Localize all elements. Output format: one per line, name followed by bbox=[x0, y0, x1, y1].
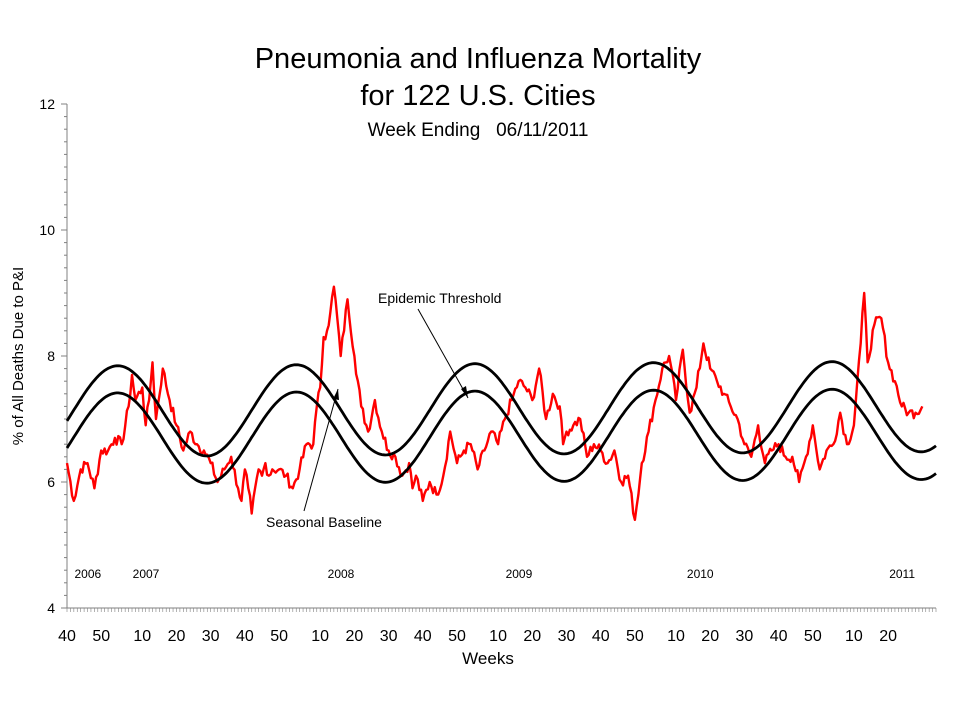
series-seasonal-baseline-line bbox=[65, 387, 937, 485]
annotation-seasonal-baseline-arrow bbox=[303, 388, 339, 512]
x-axis-label: Weeks bbox=[462, 649, 514, 668]
x-tick-label: 50 bbox=[92, 628, 110, 645]
x-tick-label: 10 bbox=[489, 628, 507, 645]
annotation-epidemic-threshold-arrow bbox=[417, 308, 469, 399]
y-tick-label: 4 bbox=[47, 600, 55, 616]
year-label: 2011 bbox=[889, 567, 915, 581]
x-tick-label: 50 bbox=[626, 628, 644, 645]
x-tick-label: 20 bbox=[701, 628, 719, 645]
x-tick-label: 20 bbox=[879, 628, 897, 645]
x-tick-label: 30 bbox=[558, 628, 576, 645]
x-tick-label: 10 bbox=[845, 628, 863, 645]
x-tick-label: 30 bbox=[202, 628, 220, 645]
chart-subtitle: Week Ending 06/11/2011 bbox=[368, 120, 589, 141]
x-tick-label: 40 bbox=[414, 628, 432, 645]
year-label: 2008 bbox=[328, 567, 355, 581]
x-tick-label: 20 bbox=[523, 628, 541, 645]
x-tick-label: 40 bbox=[770, 628, 788, 645]
x-axis: 40 50 10 20 30 40 50 10 20 30 40 50 10 20 30 40 50 10 20 30… bbox=[58, 607, 937, 645]
annotations: Epidemic Threshold Seasonal Baseline bbox=[266, 290, 501, 530]
y-tick-label: 10 bbox=[39, 222, 55, 238]
year-label: 2006 bbox=[74, 567, 101, 581]
x-tick-label: 20 bbox=[168, 628, 186, 645]
x-tick-label: 40 bbox=[58, 628, 76, 645]
year-label: 2010 bbox=[687, 567, 714, 581]
x-tick-label: 40 bbox=[592, 628, 610, 645]
year-labels: 2006 2007 2008 2009 2010 2011 bbox=[74, 567, 915, 581]
chart-title-line2: for 122 U.S. Cities bbox=[360, 80, 595, 112]
year-label: 2007 bbox=[133, 567, 160, 581]
y-tick-label: 6 bbox=[47, 474, 55, 490]
x-tick-label: 30 bbox=[380, 628, 398, 645]
series-epidemic-threshold-line bbox=[65, 360, 937, 458]
x-tick-label: 10 bbox=[133, 628, 151, 645]
arrowhead-baseline bbox=[333, 389, 339, 400]
annotation-seasonal-baseline: Seasonal Baseline bbox=[266, 514, 382, 530]
x-tick-label: 50 bbox=[270, 628, 288, 645]
plot-area bbox=[65, 285, 937, 521]
x-tick-label: 50 bbox=[448, 628, 466, 645]
x-tick-label: 10 bbox=[311, 628, 329, 645]
x-tick-label: 40 bbox=[236, 628, 254, 645]
arrowhead-threshold bbox=[461, 386, 468, 398]
x-tick-label: 20 bbox=[345, 628, 363, 645]
annotation-epidemic-threshold: Epidemic Threshold bbox=[378, 290, 501, 306]
y-axis: 4 6 8 10 12 bbox=[39, 96, 68, 616]
y-axis-label: % of All Deaths Due to P&I bbox=[10, 267, 27, 445]
x-tick-label: 10 bbox=[667, 628, 685, 645]
year-label: 2009 bbox=[506, 567, 533, 581]
x-tick-label: 30 bbox=[736, 628, 754, 645]
y-tick-label: 8 bbox=[47, 348, 55, 364]
y-tick-label: 12 bbox=[39, 96, 55, 112]
chart-title: Pneumonia and Influenza Mortality bbox=[255, 43, 702, 75]
x-tick-label: 50 bbox=[804, 628, 822, 645]
